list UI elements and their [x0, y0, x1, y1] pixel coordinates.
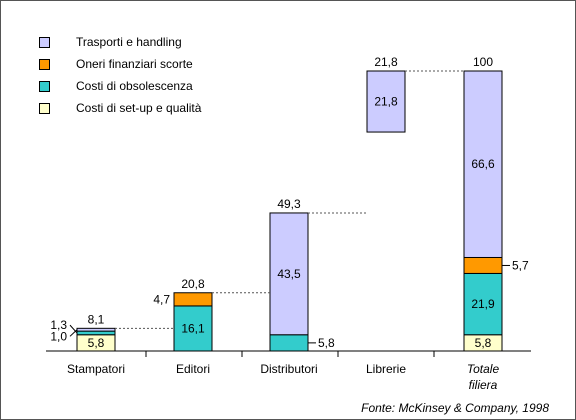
legend-label-trasporti-e-handling: Trasporti e handling — [76, 35, 182, 49]
legend-item-oneri-finanziari-scorte: Oneri finanziari scorte — [39, 53, 201, 75]
data-label-librerie-0: 21,8 — [374, 95, 398, 109]
legend-swatch-costi-di-set-up-e-qualit — [39, 102, 50, 114]
legend-item-costi-di-obsolescenza: Costi di obsolescenza — [39, 75, 201, 97]
data-label-distributori-0: 5,8 — [318, 336, 335, 350]
category-label-librerie: Librerie — [366, 362, 406, 376]
total-label-stampatori: 8,1 — [88, 312, 105, 326]
data-label-editori-0: 16,1 — [181, 321, 205, 335]
category-label-distributori: Distributori — [260, 362, 317, 376]
legend-label-oneri-finanziari-scorte: Oneri finanziari scorte — [76, 57, 193, 71]
bar-segment-librerie-0 — [366, 70, 406, 133]
legend-swatch-trasporti-e-handling — [39, 36, 50, 48]
legend-label-costi-di-obsolescenza: Costi di obsolescenza — [76, 79, 193, 93]
chart-legend: Trasporti e handling Oneri finanziari sco… — [39, 31, 201, 119]
bar-segment-distributori-0 — [269, 334, 309, 352]
bar-segment-stampatori-2 — [76, 327, 116, 332]
bar-segment-editori-1 — [173, 292, 213, 307]
bar-segment-totale-filiera-3 — [463, 70, 503, 258]
data-label-totale-filiera-0: 5,8 — [475, 336, 492, 350]
data-label-totale-filiera-1: 21,9 — [471, 297, 495, 311]
total-label-editori: 20,8 — [181, 277, 205, 291]
legend-item-costi-di-set-up-e-qualit: Costi di set-up e qualità — [39, 97, 201, 119]
legend-item-trasporti-e-handling: Trasporti e handling — [39, 31, 201, 53]
bar-segment-editori-0 — [173, 305, 213, 352]
legend-swatch-costi-di-obsolescenza — [39, 80, 50, 92]
data-label-distributori-1: 43,5 — [277, 267, 301, 281]
bar-segment-stampatori-1 — [76, 330, 116, 336]
bar-segment-totale-filiera-2 — [463, 256, 503, 274]
total-label-distributori: 49,3 — [277, 197, 301, 211]
leader-line-stampatori-1 — [69, 324, 78, 334]
data-label-totale-filiera-2: 5,7 — [512, 258, 529, 272]
legend-swatch-oneri-finanziari-scorte — [39, 58, 50, 70]
bar-segment-totale-filiera-1 — [463, 272, 503, 336]
category-label-totale-filiera: Totale — [467, 362, 500, 376]
data-label-editori-1: 4,7 — [153, 292, 170, 306]
data-label-stampatori-2: 1,0 — [50, 329, 67, 343]
bar-segment-distributori-1 — [269, 212, 309, 336]
category-label-totale-filiera-1: filiera — [469, 378, 498, 392]
category-label-stampatori: Stampatori — [67, 362, 125, 376]
total-label-totale-filiera: 100 — [473, 55, 493, 69]
chart-source: Fonte: McKinsey & Company, 1998 — [361, 401, 549, 415]
data-label-totale-filiera-3: 66,6 — [471, 157, 495, 171]
total-label-librerie: 21,8 — [374, 55, 398, 69]
legend-label-costi-di-set-up-e-qualit: Costi di set-up e qualità — [76, 101, 202, 115]
leader-line-stampatori-2 — [69, 329, 78, 337]
data-label-stampatori-1: 1,3 — [50, 318, 67, 332]
data-label-stampatori-0: 5,8 — [88, 336, 105, 350]
category-label-editori: Editori — [176, 362, 210, 376]
